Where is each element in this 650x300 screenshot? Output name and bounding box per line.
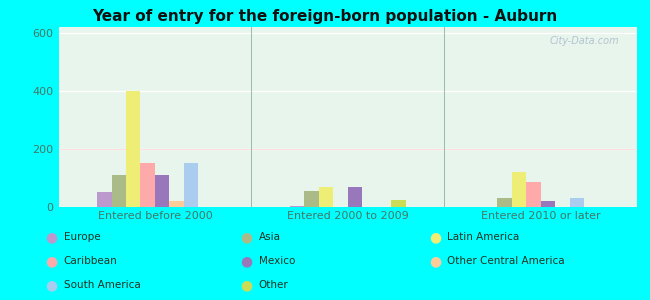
Text: ●: ● <box>429 254 441 268</box>
Text: Other Central America: Other Central America <box>447 256 565 266</box>
Bar <box>126 91 140 207</box>
Bar <box>184 164 198 207</box>
Text: ●: ● <box>46 278 58 292</box>
Bar <box>304 191 318 207</box>
Bar <box>97 193 112 207</box>
Bar <box>318 187 333 207</box>
Text: Caribbean: Caribbean <box>64 256 118 266</box>
Bar <box>112 175 126 207</box>
Text: ●: ● <box>429 230 441 244</box>
Bar <box>391 200 406 207</box>
Text: Year of entry for the foreign-born population - Auburn: Year of entry for the foreign-born popul… <box>92 9 558 24</box>
Bar <box>541 201 555 207</box>
Text: ●: ● <box>240 230 253 244</box>
Bar <box>569 198 584 207</box>
Text: City-Data.com: City-Data.com <box>550 36 619 46</box>
Bar <box>290 206 304 207</box>
Bar <box>170 201 184 207</box>
Text: South America: South America <box>64 280 140 290</box>
Bar <box>526 182 541 207</box>
Text: Latin America: Latin America <box>447 232 519 242</box>
Bar <box>140 164 155 207</box>
Bar <box>497 198 512 207</box>
Text: Asia: Asia <box>259 232 281 242</box>
Bar <box>155 175 170 207</box>
Text: ●: ● <box>46 230 58 244</box>
Text: ●: ● <box>46 254 58 268</box>
Text: Europe: Europe <box>64 232 100 242</box>
Text: ●: ● <box>240 278 253 292</box>
Bar <box>512 172 526 207</box>
Bar <box>348 187 362 207</box>
Text: Other: Other <box>259 280 289 290</box>
Text: Mexico: Mexico <box>259 256 295 266</box>
Text: ●: ● <box>240 254 253 268</box>
